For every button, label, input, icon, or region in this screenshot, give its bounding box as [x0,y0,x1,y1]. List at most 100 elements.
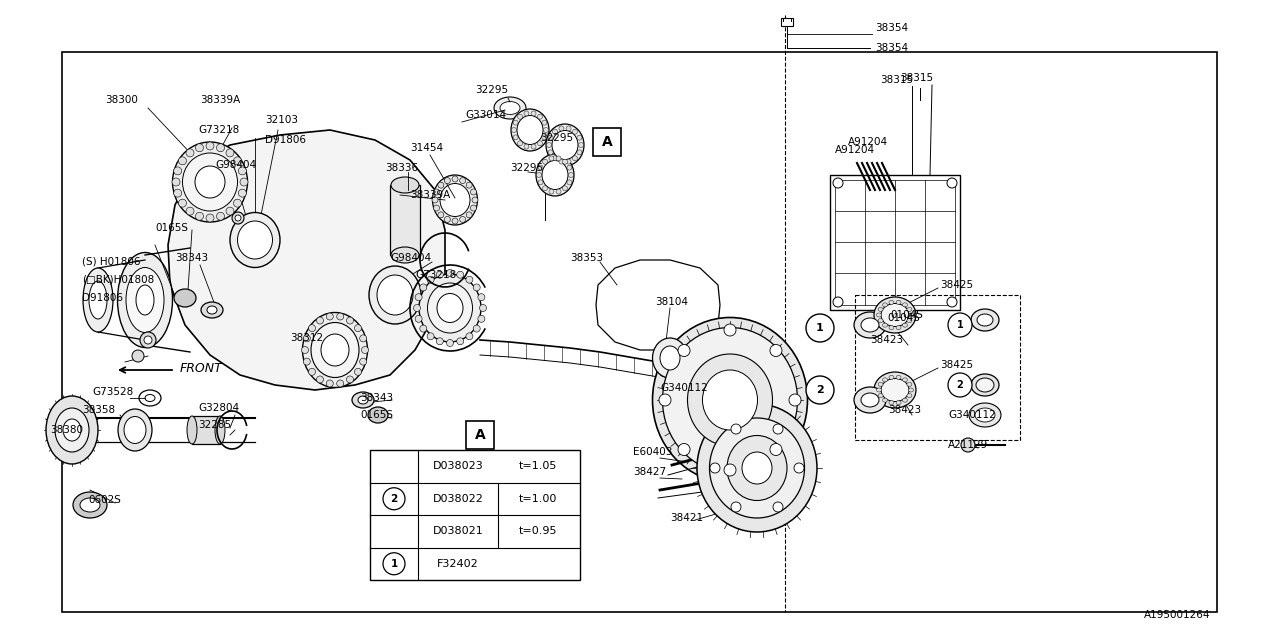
Ellipse shape [909,388,914,392]
Text: F32402: F32402 [438,559,479,569]
Text: A195001264: A195001264 [1143,610,1210,620]
Text: 38425: 38425 [940,360,973,370]
Ellipse shape [174,189,182,197]
Ellipse shape [556,189,561,194]
Text: t=1.00: t=1.00 [518,493,557,504]
Text: 32295: 32295 [540,133,573,143]
Circle shape [132,350,143,362]
Ellipse shape [302,346,308,353]
Text: G73218: G73218 [415,270,456,280]
Ellipse shape [653,317,808,483]
Ellipse shape [896,300,901,305]
Ellipse shape [352,392,374,408]
Ellipse shape [500,102,520,115]
Ellipse shape [494,97,526,119]
Ellipse shape [888,375,893,380]
Circle shape [961,438,975,452]
Ellipse shape [316,317,324,324]
Ellipse shape [969,403,1001,427]
Ellipse shape [466,212,472,218]
Circle shape [724,464,736,476]
Ellipse shape [972,374,998,396]
Circle shape [948,373,972,397]
Ellipse shape [480,305,486,312]
Ellipse shape [562,186,567,191]
Text: 38339A: 38339A [410,190,451,200]
Ellipse shape [861,393,879,407]
Ellipse shape [888,300,893,305]
Text: (□BK)H01808: (□BK)H01808 [82,275,155,285]
Ellipse shape [369,407,388,423]
Ellipse shape [541,161,568,189]
Text: G73218: G73218 [198,125,239,135]
Text: A: A [602,135,612,149]
Bar [855,295,1020,440]
Ellipse shape [477,316,485,323]
Ellipse shape [46,396,99,464]
Ellipse shape [196,144,204,152]
Text: FRONT: FRONT [180,362,223,374]
Circle shape [724,324,736,336]
Ellipse shape [703,370,758,430]
Ellipse shape [452,176,458,182]
Ellipse shape [444,177,451,184]
Text: 32103: 32103 [265,115,298,125]
Text: 38354: 38354 [876,43,908,53]
Ellipse shape [660,346,680,370]
Ellipse shape [207,306,218,314]
Circle shape [788,394,801,406]
Bar [466,421,494,449]
Text: G33014: G33014 [465,110,506,120]
Ellipse shape [547,124,584,166]
Text: 38339A: 38339A [200,95,241,105]
Text: 38354: 38354 [876,23,908,33]
Circle shape [143,336,152,344]
Circle shape [833,178,844,188]
Circle shape [947,297,957,307]
Ellipse shape [547,143,552,147]
Text: 38423: 38423 [888,405,922,415]
Ellipse shape [195,166,225,198]
Circle shape [833,297,844,307]
Ellipse shape [512,127,517,132]
Ellipse shape [878,382,883,387]
Ellipse shape [90,281,108,319]
Circle shape [806,376,835,404]
Text: t=0.95: t=0.95 [518,526,557,536]
Ellipse shape [355,324,361,332]
Ellipse shape [878,319,883,323]
Ellipse shape [727,435,787,500]
Ellipse shape [474,325,480,332]
Text: 38425: 38425 [940,280,973,290]
Ellipse shape [302,312,367,387]
Ellipse shape [474,284,480,291]
Bar [390,185,420,255]
Ellipse shape [874,297,916,333]
Ellipse shape [337,380,344,387]
Text: A91204: A91204 [835,145,876,155]
Ellipse shape [553,129,558,134]
Ellipse shape [882,303,887,307]
Ellipse shape [241,178,248,186]
Ellipse shape [538,165,543,170]
Ellipse shape [854,387,886,413]
Text: D038022: D038022 [433,493,484,504]
Bar [192,416,220,444]
Ellipse shape [173,142,247,222]
Circle shape [710,463,719,473]
Ellipse shape [187,416,197,444]
Ellipse shape [419,274,481,342]
Ellipse shape [183,153,238,211]
Ellipse shape [196,212,204,220]
Ellipse shape [513,135,518,140]
Ellipse shape [79,498,100,512]
Ellipse shape [238,167,246,175]
Ellipse shape [559,126,564,131]
Text: G340112: G340112 [948,410,996,420]
Circle shape [773,424,783,434]
Ellipse shape [337,313,344,320]
Ellipse shape [303,335,310,342]
Circle shape [771,444,782,456]
Text: D91806: D91806 [265,135,306,145]
Ellipse shape [977,314,993,326]
